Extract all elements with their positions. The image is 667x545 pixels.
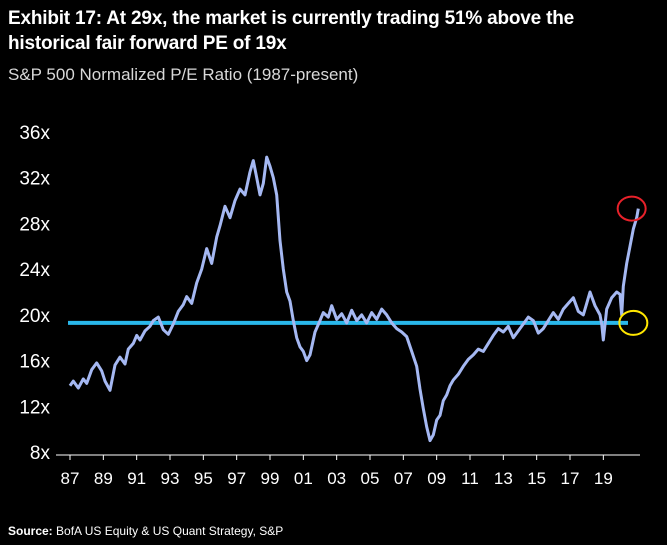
y-tick-label: 28x [19,214,50,235]
source-text: BofA US Equity & US Quant Strategy, S&P [52,524,284,538]
x-tick-label: 19 [594,469,613,488]
y-tick-label: 12x [19,397,50,418]
annotation-circle [618,309,649,336]
y-tick-label: 16x [19,352,50,373]
x-tick-label: 95 [194,469,213,488]
x-tick-label: 99 [261,469,280,488]
page-title: Exhibit 17: At 29x, the market is curren… [8,8,574,54]
x-tick-label: 01 [294,469,313,488]
page-subtitle: S&P 500 Normalized P/E Ratio (1987-prese… [8,65,359,84]
x-tick-label: 97 [227,469,246,488]
y-tick-label: 32x [19,169,50,190]
y-tick-label: 36x [19,123,50,144]
x-tick-label: 03 [327,469,346,488]
source-label: Source: [8,524,53,538]
y-tick-label: 24x [19,260,50,281]
y-tick-label: 20x [19,306,50,327]
x-tick-label: 13 [494,469,513,488]
y-axis-ticks: 36x 32x 28x 24x 20x 16x 12x 8x [19,123,50,464]
x-tick-label: 89 [94,469,113,488]
y-tick-label: 8x [30,443,51,464]
annotation-circles [616,195,649,336]
source-note: Source: BofA US Equity & US Quant Strate… [8,523,283,539]
x-tick-label: 05 [361,469,380,488]
x-tick-label: 15 [527,469,546,488]
series-line [68,155,640,443]
x-tick-label: 87 [61,469,80,488]
x-tick-label: 93 [161,469,180,488]
x-tick-label: 07 [394,469,413,488]
annotation-circle [616,195,647,222]
x-tick-label: 11 [461,469,479,488]
x-tick-label: 09 [427,469,446,488]
x-axis-ticks: 87 89 91 93 95 97 99 01 03 05 07 09 11 13 15 17 19 [61,455,613,488]
x-tick-label: 91 [127,469,146,488]
x-tick-label: 17 [561,469,580,488]
